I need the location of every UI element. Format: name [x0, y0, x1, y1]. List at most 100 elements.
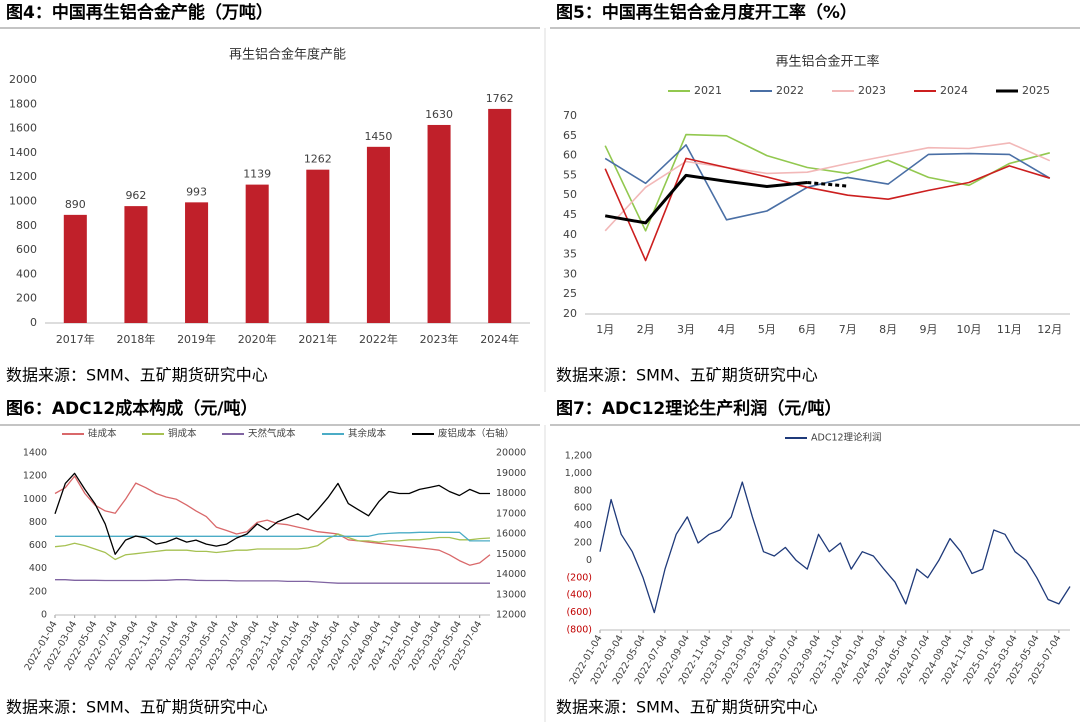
y2-tick-label: 13000 [496, 589, 526, 600]
series-line [599, 481, 1071, 614]
source-note: 数据来源：SMM、五矿期货研究中心 [6, 698, 268, 717]
y-tick-label: 50 [563, 188, 577, 201]
data-label: 890 [65, 198, 86, 211]
figure-title: 图4：中国再生铝合金产能（万吨） [6, 2, 273, 23]
data-label: 1450 [364, 130, 392, 143]
y-tick-label: 70 [563, 109, 577, 122]
y-tick-label: 1200 [23, 471, 47, 482]
data-label: 1630 [425, 108, 453, 121]
data-label: 993 [186, 185, 207, 198]
y2-tick-label: 12000 [496, 610, 526, 621]
x-tick-label: 7月 [839, 323, 857, 336]
x-tick-label: 2017年 [56, 332, 95, 346]
y-tick-label: 35 [563, 248, 577, 261]
y-tick-label: 1600 [9, 122, 37, 135]
x-tick-label: 2018年 [116, 332, 155, 346]
y-tick-label: 25 [563, 287, 577, 300]
legend-label: 2025 [1022, 84, 1050, 97]
y-tick-label: 20 [563, 307, 577, 320]
legend-label: ADC12理论利润 [811, 432, 882, 444]
x-tick-label: 2024年 [480, 332, 519, 346]
y-tick-label: 2000 [9, 73, 37, 86]
y-tick-label: 55 [563, 168, 577, 181]
bar [245, 184, 269, 323]
x-tick-label: 2023年 [420, 332, 459, 346]
y-tick-label: 1000 [9, 195, 37, 208]
legend-label: 2024 [940, 84, 968, 97]
bar [306, 169, 330, 323]
legend-label: 硅成本 [88, 428, 117, 440]
y-tick-label: 0 [586, 555, 592, 566]
figure-title: 图5：中国再生铝合金月度开工率（%） [556, 2, 857, 23]
y-tick-label: 1800 [9, 97, 37, 110]
series-line [54, 472, 490, 555]
legend-label: 天然气成本 [248, 428, 296, 440]
chart-title: 再生铝合金年度产能 [229, 47, 346, 63]
y-tick-label: 400 [29, 563, 47, 574]
x-tick-label: 12月 [1037, 323, 1062, 336]
data-label: 962 [125, 189, 146, 202]
data-label: 1762 [486, 92, 514, 105]
y2-tick-label: 16000 [496, 529, 526, 540]
y-tick-label: 1400 [9, 146, 37, 159]
x-tick-label: 2019年 [177, 332, 216, 346]
y-tick-label: 600 [16, 243, 37, 256]
data-label: 1139 [243, 168, 271, 181]
figure-title: 图7：ADC12理论生产利润（元/吨） [556, 398, 841, 419]
y-tick-label: 1200 [9, 170, 37, 183]
y2-tick-label: 19000 [496, 468, 526, 479]
figure-title: 图6：ADC12成本构成（元/吨） [6, 398, 257, 419]
x-tick-label: 11月 [997, 323, 1022, 336]
y-tick-label: (600) [566, 607, 592, 618]
y-tick-label: 0 [30, 316, 37, 329]
data-label: 1262 [304, 153, 332, 166]
series-line [55, 579, 490, 584]
x-tick-label: 9月 [920, 323, 938, 336]
y-tick-label: 800 [29, 517, 47, 528]
y2-tick-label: 20000 [496, 448, 526, 459]
x-tick-label: 4月 [717, 323, 735, 336]
y-tick-label: 1400 [23, 448, 47, 459]
y-tick-label: 200 [29, 586, 47, 597]
series-line [54, 475, 491, 566]
x-tick-label: 2021年 [298, 332, 337, 346]
y-tick-label: 400 [16, 267, 37, 280]
series-line [604, 157, 1051, 262]
y-tick-label: 40 [563, 228, 577, 241]
y-tick-label: 800 [16, 219, 37, 232]
y-tick-label: 1,200 [565, 451, 592, 462]
y-tick-label: 1,000 [565, 468, 592, 479]
x-tick-label: 2022年 [359, 332, 398, 346]
y-tick-label: (200) [566, 572, 592, 583]
series-line [604, 144, 1051, 221]
y2-tick-label: 17000 [496, 508, 526, 519]
y2-tick-label: 15000 [496, 549, 526, 560]
series-line [55, 531, 490, 542]
source-note: 数据来源：SMM、五矿期货研究中心 [556, 698, 818, 717]
legend-label: 2023 [858, 84, 886, 97]
y-tick-label: 65 [563, 129, 577, 142]
y-tick-label: 0 [41, 610, 47, 621]
y-tick-label: 800 [574, 485, 592, 496]
x-tick-label: 10月 [956, 323, 981, 336]
y-tick-label: 30 [563, 267, 577, 280]
y2-tick-label: 18000 [496, 488, 526, 499]
source-note: 数据来源：SMM、五矿期货研究中心 [6, 366, 268, 385]
source-note: 数据来源：SMM、五矿期货研究中心 [556, 366, 818, 385]
x-tick-label: 3月 [677, 323, 695, 336]
legend-label: 其余成本 [348, 428, 387, 440]
bar [427, 124, 451, 323]
y-tick-label: 600 [574, 503, 592, 514]
series-line [604, 142, 1051, 232]
bar [124, 206, 148, 323]
y-tick-label: 600 [29, 540, 47, 551]
bar [185, 202, 209, 323]
bar [63, 214, 87, 323]
x-tick-label: 1月 [596, 323, 614, 336]
series-line [604, 173, 808, 225]
x-tick-label: 2020年 [238, 332, 277, 346]
y-tick-label: 1000 [23, 494, 47, 505]
x-tick-label: 8月 [879, 323, 897, 336]
x-tick-label: 2月 [637, 323, 655, 336]
y2-tick-label: 14000 [496, 569, 526, 580]
